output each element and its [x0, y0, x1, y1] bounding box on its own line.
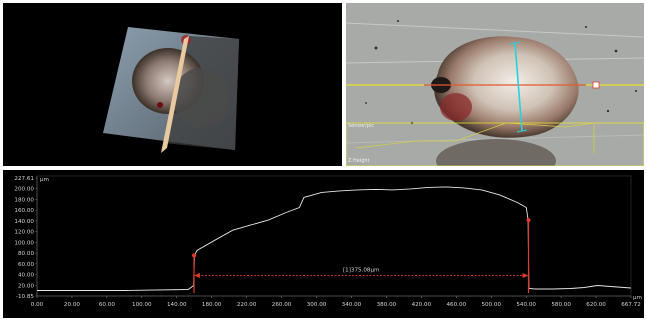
x-tick-label: 620.00	[586, 302, 606, 308]
micro-label-bottom: Z Height	[348, 158, 370, 164]
y-tick-label: 227.61	[14, 176, 34, 182]
y-tick-label: 100.00	[14, 240, 34, 246]
x-tick-label: 380.00	[377, 302, 397, 308]
height-profile-panel[interactable]: 227.61 200.00 180.00 160.00 140.00 120.00 100.…	[3, 170, 644, 318]
micro-label-left: Sensor/pic	[348, 123, 375, 129]
x-tick-label: 340.00	[342, 302, 362, 308]
x-tick-label: 220.00	[237, 302, 257, 308]
chart-frame	[36, 175, 632, 297]
profile-trace	[37, 186, 632, 291]
x-tick-label: 0.00	[31, 302, 44, 308]
x-tick-label: 60.00	[99, 302, 115, 308]
x-tick-label: 140.00	[167, 302, 187, 308]
x-tick-label: 20.00	[64, 302, 80, 308]
measure-cursor-left-handle[interactable]	[192, 253, 197, 258]
x-tick-label: 420.00	[412, 302, 432, 308]
y-tick-label: 180.00	[14, 197, 34, 203]
3d-view-canvas	[103, 27, 239, 153]
x-tick-label: 580.00	[551, 302, 571, 308]
3d-view-panel[interactable]	[3, 3, 342, 166]
microscope-image	[346, 3, 644, 166]
y-tick-label: 160.00	[14, 208, 34, 214]
y-tick-label: 120.00	[14, 230, 34, 236]
x-tick-label: 667.72	[621, 302, 641, 308]
microscope-image-panel[interactable]: Sensor/pic Z Height	[346, 3, 644, 166]
y-tick-label: 80.00	[18, 251, 34, 257]
dimension-arrow-left	[194, 272, 201, 278]
x-tick-label: 100.00	[132, 302, 152, 308]
x-tick-label: 500.00	[481, 302, 501, 308]
x-tick-label: 260.00	[272, 302, 292, 308]
y-tick-label: 140.00	[14, 219, 34, 225]
x-tick-label: 180.00	[202, 302, 222, 308]
y-tick-label: 20.00	[18, 283, 34, 289]
measurement-label: [1]375.08μm	[343, 267, 380, 273]
x-tick-label: 460.00	[447, 302, 467, 308]
y-tick-label: 200.00	[14, 187, 34, 193]
y-axis-unit: μm	[40, 177, 49, 183]
x-tick-label: 540.00	[516, 302, 536, 308]
y-tick-label: 60.00	[18, 262, 34, 268]
x-axis-ticks: 0.00 20.00 60.00 100.00 140.00 180.00 220.00 26…	[31, 296, 641, 308]
height-profile-chart: 227.61 200.00 180.00 160.00 140.00 120.00 100.…	[14, 175, 642, 308]
y-tick-label: -10.85	[16, 294, 34, 300]
x-tick-label: 300.00	[307, 302, 327, 308]
measure-cursor-right-handle[interactable]	[526, 218, 531, 223]
dimension-arrow-right	[522, 272, 529, 278]
y-tick-label: 40.00	[18, 273, 34, 279]
x-axis-unit: μm	[633, 295, 642, 301]
y-axis-ticks: 227.61 200.00 180.00 160.00 140.00 120.00 100.…	[14, 176, 37, 300]
